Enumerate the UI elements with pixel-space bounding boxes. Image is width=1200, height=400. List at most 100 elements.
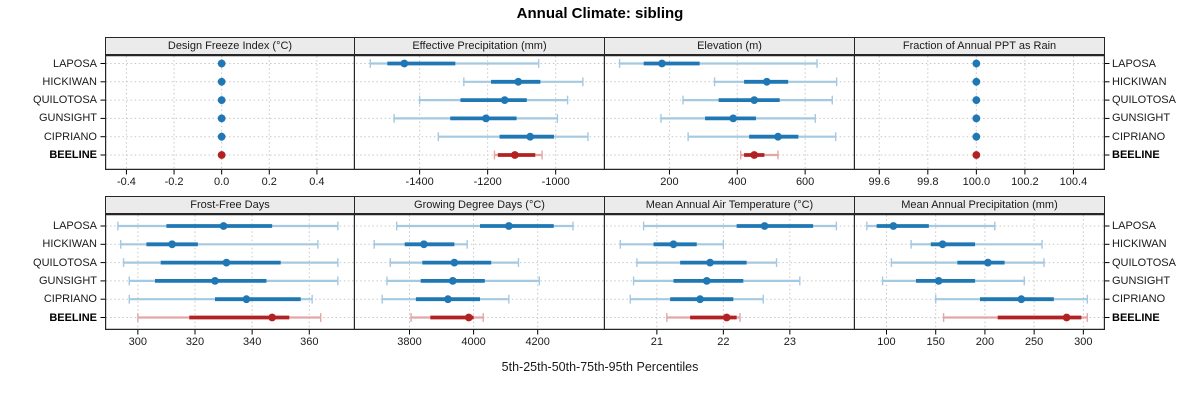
- median-dot: [510, 151, 519, 159]
- axis-tick-label: -1200: [473, 176, 502, 188]
- median-dot: [774, 132, 782, 141]
- row-label-left-quilotosa: QUILOTOSA: [33, 256, 97, 269]
- row-label-left-beeline: BEELINE: [49, 149, 97, 161]
- row-label-right-cipriano: CIPRIANO: [1112, 293, 1166, 306]
- percentile-row-laposa: [395, 221, 574, 231]
- row-label-left-gunsight: GUNSIGHT: [38, 274, 97, 287]
- panel-design-freeze-index-c: [100, 55, 355, 175]
- percentile-row-beeline: [666, 313, 741, 322]
- median-dot: [526, 132, 535, 141]
- percentile-row-quilotosa: [636, 258, 778, 267]
- percentile-row-beeline: [972, 150, 981, 160]
- row-label-left-cipriano: CIPRIANO: [43, 130, 97, 143]
- median-dot: [889, 222, 898, 230]
- median-dot: [448, 277, 457, 285]
- median-dot: [217, 59, 226, 68]
- row-label-right-laposa: LAPOSA: [1112, 220, 1157, 232]
- percentile-row-laposa: [217, 59, 226, 68]
- panel-strip-mean-annual-air-temperature-c: Mean Annual Air Temperature (°C): [605, 196, 855, 214]
- panel-strip-frost-free-days: Frost-Free Days: [105, 196, 355, 214]
- median-dot: [168, 240, 177, 249]
- percentile-row-gunsight: [660, 114, 817, 123]
- median-dot: [934, 277, 943, 285]
- row-label-left-hickiwan: HICKIWAN: [42, 238, 97, 251]
- median-dot: [217, 114, 226, 123]
- median-dot: [972, 77, 981, 86]
- axis-tick-label: 3800: [397, 336, 422, 348]
- axis-tick-label: -0.4: [116, 176, 136, 188]
- percentile-row-quilotosa: [122, 258, 339, 267]
- percentile-row-quilotosa: [418, 95, 569, 105]
- percentile-row-hickiwan: [120, 239, 319, 249]
- median-dot: [500, 96, 509, 104]
- axis-tick-label: 0.4: [309, 176, 325, 188]
- median-dot: [1017, 295, 1026, 304]
- axis-tick-label: 200: [975, 336, 995, 348]
- percentile-row-beeline: [739, 150, 779, 160]
- row-label-right-gunsight: GUNSIGHT: [1112, 112, 1171, 125]
- percentile-row-hickiwan: [619, 239, 725, 249]
- percentile-row-hickiwan: [713, 77, 838, 87]
- axis-tick-label: 0.2: [261, 176, 277, 188]
- axis-tick-label: 360: [300, 336, 319, 348]
- row-label-right-laposa: LAPOSA: [1112, 57, 1157, 70]
- median-dot: [222, 258, 231, 267]
- percentile-row-gunsight: [217, 114, 226, 123]
- median-dot: [1062, 313, 1071, 322]
- panel-mean-annual-air-temperature-c: [605, 214, 855, 335]
- axis-tick-label: -1400: [405, 176, 434, 188]
- panel-mean-annual-precipitation-mm: [855, 214, 1110, 335]
- median-dot: [696, 295, 704, 304]
- percentile-row-cipriano: [687, 132, 837, 142]
- percentile-row-cipriano: [935, 294, 1088, 304]
- percentile-row-laposa: [618, 59, 818, 68]
- axis-tick-label: -0.2: [164, 176, 184, 188]
- row-label-right-beeline: BEELINE: [1112, 311, 1160, 324]
- axis-tick-label: 100.2: [1011, 176, 1039, 188]
- percentile-row-quilotosa: [972, 95, 981, 105]
- row-label-right-hickiwan: HICKIWAN: [1112, 75, 1167, 88]
- percentile-row-cipriano: [217, 132, 226, 142]
- axis-tick-label: -1000: [541, 176, 570, 188]
- percentile-row-beeline: [942, 313, 1088, 322]
- axis-tick-label: 4200: [525, 336, 550, 348]
- median-dot: [750, 151, 759, 159]
- percentile-row-quilotosa: [389, 258, 520, 267]
- row-label-left-laposa: LAPOSA: [52, 57, 97, 70]
- percentile-row-gunsight: [972, 114, 981, 123]
- median-dot: [217, 151, 226, 159]
- row-label-right-quilotosa: QUILOTOSA: [1112, 94, 1176, 107]
- percentile-row-cipriano: [437, 132, 589, 142]
- median-dot: [420, 240, 428, 249]
- percentile-row-gunsight: [393, 114, 559, 123]
- percentile-row-gunsight: [881, 276, 1025, 286]
- axis-tick-label: 400: [728, 176, 747, 188]
- axis-tick-label: 21: [650, 336, 663, 348]
- median-dot: [729, 114, 738, 123]
- median-dot: [482, 114, 490, 123]
- axis-tick-label: 150: [926, 336, 945, 348]
- panel-fraction-of-annual-ppt-as-rain: [855, 55, 1110, 175]
- percentile-row-hickiwan: [373, 239, 468, 249]
- median-dot: [217, 77, 226, 86]
- median-dot: [268, 313, 277, 322]
- x-axis-caption: 5th-25th-50th-75th-95th Percentiles: [501, 360, 699, 374]
- percentile-row-gunsight: [128, 276, 339, 286]
- axis-tick-label: 600: [795, 176, 815, 188]
- axis-tick-label: 340: [242, 336, 262, 348]
- percentile-row-laposa: [117, 221, 339, 231]
- median-dot: [972, 114, 981, 123]
- percentile-row-beeline: [410, 313, 484, 322]
- panel-strip-fraction-of-annual-ppt-as-rain: Fraction of Annual PPT as Rain: [855, 37, 1105, 55]
- axis-tick-label: 99.8: [917, 176, 939, 188]
- chart-title: Annual Climate: sibling: [516, 5, 684, 22]
- panel-strip-effective-precipitation-mm: Effective Precipitation (mm): [355, 37, 605, 55]
- panel-strip-growing-degree-days-c: Growing Degree Days (°C): [355, 196, 605, 214]
- percentile-row-cipriano: [128, 294, 313, 304]
- percentile-row-beeline: [137, 313, 322, 322]
- median-dot: [217, 132, 226, 141]
- panel-strip-mean-annual-precipitation-mm: Mean Annual Precipitation (mm): [855, 196, 1105, 214]
- median-dot: [722, 313, 731, 322]
- percentile-row-hickiwan: [463, 77, 584, 87]
- axis-tick-label: 99.6: [868, 176, 890, 188]
